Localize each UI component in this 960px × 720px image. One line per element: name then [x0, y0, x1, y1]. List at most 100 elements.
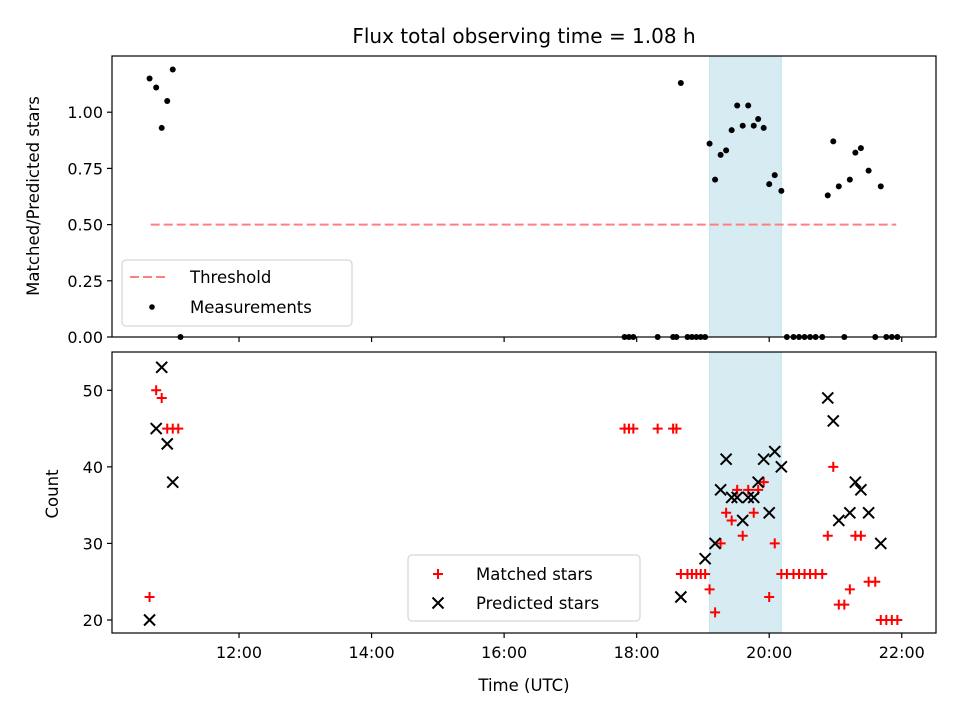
bottom-matched-stars-point-20: [715, 538, 726, 549]
legend-predicted-label: Predicted stars: [476, 594, 599, 613]
bottom-matched-stars-point-11: [671, 423, 682, 434]
bottom-matched-stars-point-38: [817, 569, 828, 580]
bottom-predicted-stars-point-22: [832, 514, 846, 527]
bottom-predicted-stars-point-10: [725, 491, 738, 504]
bottom-predicted-stars-point-11: [730, 491, 744, 504]
top-legend-box: [121, 259, 353, 327]
chart-title: Flux total observing time = 1.08 h: [352, 24, 695, 48]
top-measurements-point-44: [852, 149, 859, 156]
bottom-y-axis-label: Count: [43, 469, 62, 519]
top-measurements-point-19: [712, 176, 719, 183]
bottom-predicted-stars-point-21: [827, 414, 840, 428]
bottom-predicted-stars-point-1: [149, 422, 163, 435]
bottom-matched-stars-point-19: [710, 607, 721, 618]
top-axes-frame: [111, 55, 937, 338]
top-y-axis-label: Matched/Predicted stars: [24, 96, 43, 296]
legend-matched-label: Matched stars: [476, 565, 593, 584]
top-measurements-point-29: [766, 181, 773, 188]
bottom-predicted-stars-point-25: [854, 483, 868, 497]
top-measurements-point-18: [706, 140, 713, 147]
bottom-predicted-stars-point-13: [742, 491, 755, 504]
legend-predicted-swatch: [431, 596, 445, 610]
bottom-ytick-label-3: 50: [83, 381, 103, 400]
bottom-predicted-stars-point-9: [719, 452, 733, 466]
top-measurements-point-0: [146, 75, 153, 82]
bottom-panel-counts: 20 30 40 50 12:00 14:00 16:00 18:00 20:00 22:00 Ma…: [83, 351, 937, 662]
top-legend: Threshold Measurements: [121, 259, 353, 327]
top-measurements-point-21: [723, 147, 730, 154]
bottom-matched-stars-point-21: [721, 507, 732, 518]
bottom-predicted-stars-point-24: [849, 475, 862, 489]
bottom-xtick-label-2: 16:00: [481, 643, 527, 662]
bottom-predicted-stars-point-20: [821, 391, 834, 405]
top-measurements-point-27: [755, 115, 762, 122]
bottom-matched-stars-point-29: [764, 592, 775, 603]
bottom-matched-stars-point-24: [737, 530, 748, 541]
bottom-predicted-stars-point-7: [708, 537, 722, 550]
top-measurements-point-23: [734, 102, 741, 109]
bottom-predicted-stars-point-3: [161, 437, 174, 451]
top-ytick-label-3: 0.75: [67, 159, 103, 178]
bottom-legend: Matched stars Predicted stars: [407, 554, 641, 622]
bottom-predicted-stars-point-26: [862, 506, 875, 519]
top-measurements-point-20: [717, 151, 724, 158]
top-measurements-point-30: [771, 172, 778, 179]
top-measurements-point-28: [760, 124, 767, 131]
top-measurements-point-40: [830, 138, 837, 145]
top-measurements-point-48: [877, 183, 884, 190]
bottom-matched-stars-point-5: [173, 423, 184, 434]
bottom-predicted-stars-point-14: [747, 491, 760, 504]
top-measurements-point-4: [169, 66, 176, 73]
bottom-matched-stars-point-47: [870, 576, 881, 587]
bottom-matched-stars-point-30: [769, 538, 780, 549]
bottom-predicted-stars-point-18: [768, 445, 781, 458]
bottom-predicted-stars-point-8: [714, 483, 727, 497]
top-measurements-point-45: [857, 145, 864, 152]
bottom-predicted-stars-point-0: [143, 613, 156, 627]
bottom-matched-stars-point-9: [652, 423, 663, 434]
bottom-ytick-label-0: 20: [83, 611, 103, 630]
bottom-xtick-label-5: 22:00: [879, 643, 925, 662]
legend-measurements-swatch: [149, 304, 155, 310]
top-measurements-point-3: [164, 97, 171, 104]
bottom-predicted-stars-point-23: [843, 506, 857, 519]
top-ytick-label-0: 0.00: [67, 328, 103, 347]
bottom-predicted-stars-point-17: [763, 506, 776, 519]
bottom-xtick-label-4: 20:00: [746, 643, 792, 662]
legend-matched-swatch: [433, 569, 443, 579]
bottom-predicted-stars-point-15: [751, 475, 765, 489]
top-measurements-point-24: [739, 122, 746, 129]
bottom-xtick-label-1: 14:00: [349, 643, 395, 662]
bottom-axes-frame: [111, 351, 937, 634]
top-measurements-point-39: [824, 192, 831, 199]
bottom-matched-stars-point-26: [748, 507, 759, 518]
x-axis-label: Time (UTC): [477, 676, 569, 695]
bottom-predicted-stars-point-6: [698, 552, 712, 565]
bottom-xtick-label-0: 12:00: [216, 643, 262, 662]
bottom-ytick-label-2: 40: [83, 458, 103, 477]
top-measurements-point-22: [728, 127, 735, 134]
bottom-ytick-label-1: 30: [83, 534, 103, 553]
bottom-predicted-stars-point-16: [757, 452, 770, 466]
bottom-matched-stars-point-0: [144, 592, 155, 603]
legend-measurements-label: Measurements: [190, 298, 312, 317]
top-measurements-point-25: [745, 102, 752, 109]
bottom-shaded-span: [709, 351, 782, 634]
bottom-matched-stars-point-18: [704, 584, 715, 595]
bottom-predicted-stars-point-4: [166, 475, 179, 489]
top-ytick-label-4: 1.00: [67, 103, 103, 122]
top-panel-ratio: 0.00 0.25 0.50 0.75 1.00 Threshold Measurement…: [67, 55, 937, 347]
bottom-matched-stars-point-1: [151, 385, 162, 396]
top-measurements-point-41: [835, 183, 842, 190]
bottom-matched-stars-point-39: [822, 530, 833, 541]
top-measurements-point-1: [153, 84, 160, 91]
top-measurements-point-2: [158, 124, 165, 131]
top-measurements-point-26: [750, 122, 757, 129]
bottom-predicted-stars-point-27: [874, 537, 887, 550]
bottom-predicted-stars-point-2: [155, 361, 168, 374]
top-ytick-label-2: 0.50: [67, 216, 103, 235]
bottom-legend-box: [407, 554, 641, 622]
bottom-matched-stars-point-51: [892, 614, 903, 625]
bottom-matched-stars-point-40: [828, 461, 839, 472]
